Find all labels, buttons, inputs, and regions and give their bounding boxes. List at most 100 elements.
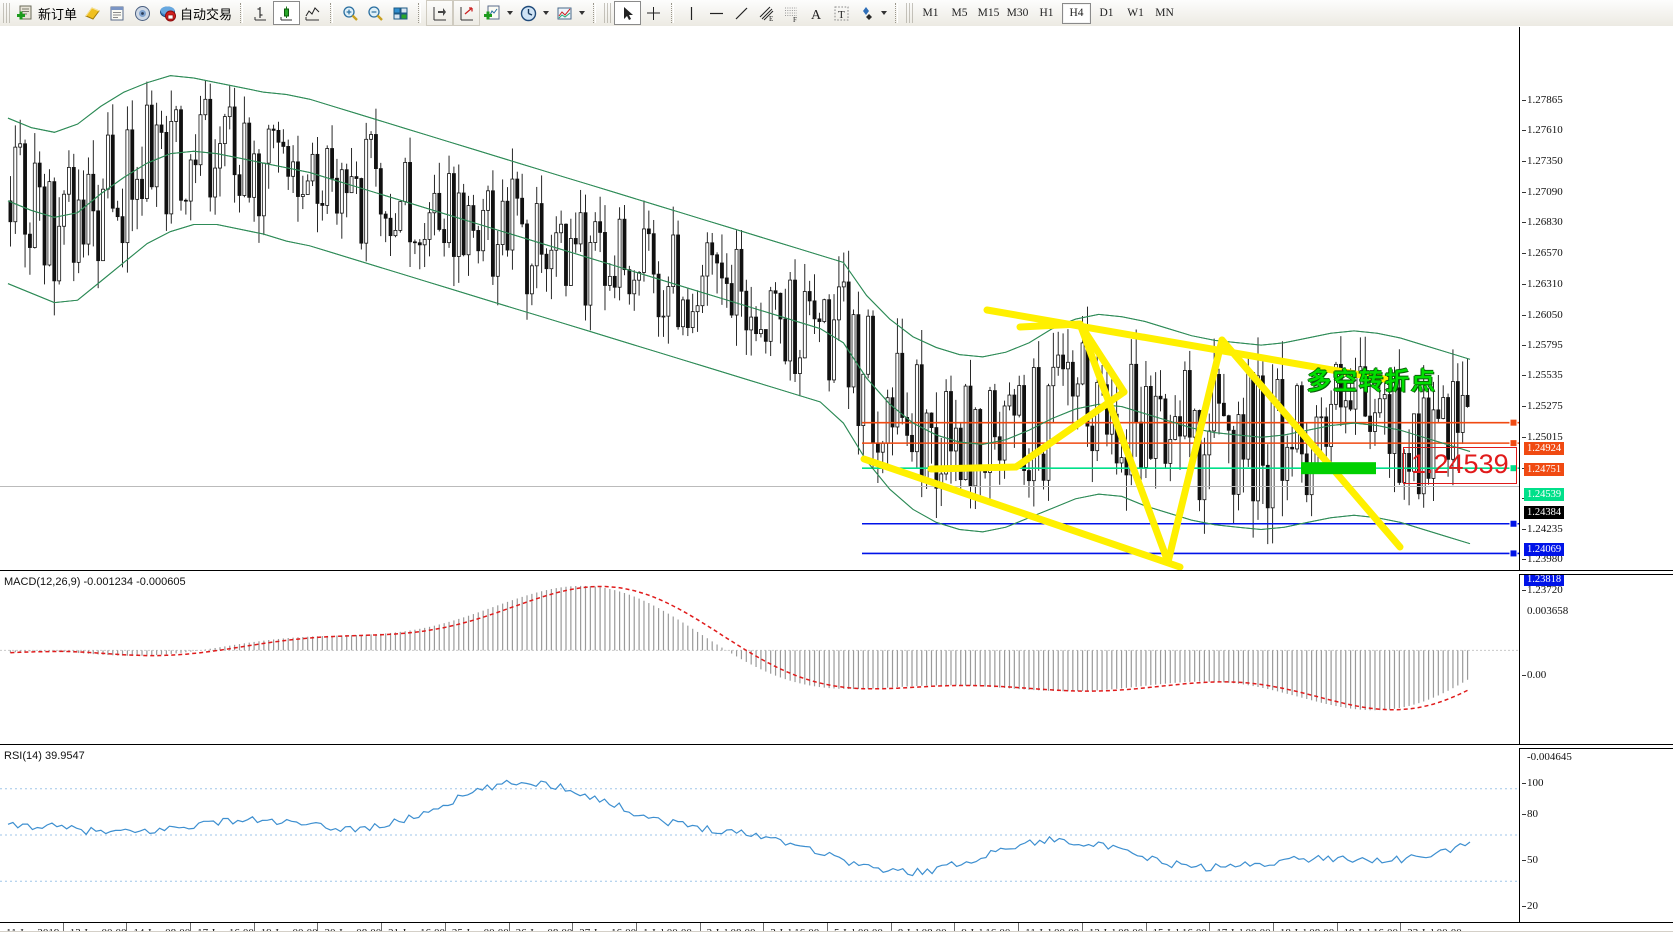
zoom-in-button[interactable] [338,1,363,25]
fibonacci-button[interactable]: F [779,1,804,25]
price-tick-label: 1.26830 [1522,216,1563,228]
text-button[interactable]: A [804,1,829,25]
timeframe-button-h1[interactable]: H1 [1039,6,1054,19]
auto-scroll-button[interactable] [453,0,481,26]
level-handle[interactable] [1509,519,1518,528]
candlestick-chart-button[interactable] [273,1,301,25]
price-tick-label: 1.25795 [1522,339,1563,351]
zoom-out-icon [366,4,385,23]
trendline-drawing[interactable] [1076,320,1172,566]
rsi-chart-svg [0,779,1519,882]
price-pane[interactable] [0,27,1519,570]
rsi-pane[interactable] [0,748,1519,922]
vertical-line-button[interactable] [679,1,704,25]
equidistant-channel-icon: E [757,4,776,23]
toolbar-grip-3[interactable] [906,3,914,23]
navigator-button[interactable] [130,1,155,25]
trendline-drawing[interactable] [983,306,1394,384]
price-tick-label: 1.25015 [1522,431,1563,443]
text-label-button[interactable]: T [829,1,854,25]
status-bar [0,931,1673,952]
cursor-button[interactable] [614,1,642,25]
macd-axis-line [1519,574,1520,744]
trendline-drawing[interactable] [860,455,1184,570]
rsi-label: RSI(14) 39.9547 [4,750,85,762]
new-order-button[interactable]: 新订单 [13,1,80,25]
macd-label: MACD(12,26,9) -0.001234 -0.000605 [4,576,186,588]
timeframe-button-m5[interactable]: M5 [951,6,968,19]
bar-chart-button[interactable] [248,1,273,25]
timeframe-button-m15[interactable]: M15 [977,6,1000,19]
price-tick-label: 1.26570 [1522,247,1563,259]
text-label-icon: T [832,4,851,23]
trendline-button[interactable] [729,1,754,25]
period-dropdown-arrow[interactable] [543,11,550,15]
level-handle[interactable] [1509,418,1518,427]
level-price-tag[interactable]: 1.24539 [1524,487,1565,501]
shapes-button[interactable] [854,1,890,25]
level-handle[interactable] [1509,549,1518,558]
tile-windows-icon [391,4,410,23]
templates-button[interactable] [480,1,516,25]
text-icon: A [807,4,826,23]
chart-window[interactable]: GBPUSD-,H4 1.24368 1.24396 1.24335 1.243… [0,26,1673,952]
chart-shift-button[interactable] [426,0,454,26]
level-handle[interactable] [1509,464,1518,473]
horizontal-line-button[interactable] [704,1,729,25]
macd-chart-svg [0,585,1519,711]
level-price-tag[interactable]: 1.24069 [1524,543,1565,557]
rsi-tick-label: 20 [1522,900,1538,912]
toolbar-grip[interactable] [3,3,10,23]
price-tick-label: 1.25535 [1522,369,1563,381]
period-icon [519,4,538,23]
line-chart-button[interactable] [300,1,325,25]
trendline-drawing[interactable] [1218,336,1404,551]
zoom-out-button[interactable] [363,1,388,25]
trendline-drawing[interactable] [1164,336,1226,566]
trendline-icon [732,4,751,23]
trendline-drawing[interactable] [1012,388,1128,471]
autotrading-icon [158,4,177,23]
tile-windows-button[interactable] [388,1,413,25]
macd-signal-line [10,585,1468,711]
trendline-drawing[interactable] [1016,320,1084,331]
toolbar-separator-1 [240,3,244,23]
timeframe-button-mn[interactable]: MN [1155,6,1174,19]
price-callout-box: 1.24539 [1403,447,1517,484]
crosshair-button[interactable] [641,1,666,25]
indicators-dropdown-arrow[interactable] [579,11,586,15]
level-price-tag[interactable]: 1.23818 [1524,572,1565,586]
timeframe-button-m1[interactable]: M1 [922,6,939,19]
shapes-dropdown-arrow[interactable] [881,11,888,15]
macd-pane[interactable] [0,574,1519,744]
timeframe-button-h4[interactable]: H4 [1062,2,1092,24]
level-price-tag[interactable]: 1.24384 [1524,506,1565,519]
toolbar-separator-4 [593,3,597,23]
shapes-icon [857,4,876,23]
navigator-icon [133,4,152,23]
indicators-button[interactable] [552,1,588,25]
timeframe-button-d1[interactable]: D1 [1099,6,1114,19]
price-tick-label: 1.24235 [1522,523,1563,535]
rsi-tick-label: 100 [1522,777,1544,789]
level-price-tag[interactable]: 1.24751 [1524,462,1565,476]
toolbar-grip-2[interactable] [604,3,612,23]
timeframe-button-m30[interactable]: M30 [1006,6,1029,19]
level-handle[interactable] [1509,439,1518,448]
toolbar-separator-2 [330,3,334,23]
main-toolbar: 新订单 [0,0,1673,27]
expert-advisor-button[interactable] [80,1,105,25]
autotrading-button[interactable]: 自动交易 [155,1,235,25]
templates-dropdown-arrow[interactable] [507,11,514,15]
candlestick-chart-icon [277,4,296,23]
period-button[interactable] [516,1,552,25]
macd-tick-label: 0.00 [1522,669,1546,681]
timeframe-button-w1[interactable]: W1 [1127,6,1144,19]
price-axis-line [1519,27,1520,570]
trendline-drawing[interactable] [927,463,1020,473]
crosshair-icon [644,4,663,23]
equidistant-channel-button[interactable]: E [754,1,779,25]
level-highlight-rectangle[interactable] [1301,462,1376,475]
data-window-button[interactable] [105,1,130,25]
level-price-tag[interactable]: 1.24924 [1524,442,1565,456]
